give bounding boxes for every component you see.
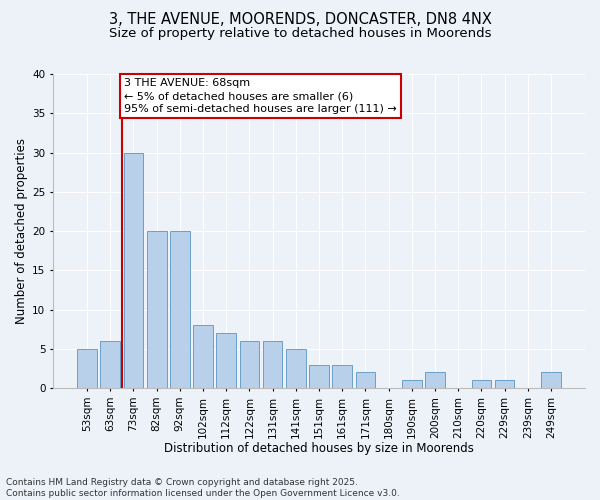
Bar <box>495 380 514 388</box>
Bar <box>309 364 329 388</box>
Bar <box>332 364 352 388</box>
X-axis label: Distribution of detached houses by size in Moorends: Distribution of detached houses by size … <box>164 442 474 455</box>
Bar <box>217 333 236 388</box>
Bar <box>239 341 259 388</box>
Bar <box>124 152 143 388</box>
Bar <box>356 372 375 388</box>
Bar <box>286 349 305 388</box>
Text: 3 THE AVENUE: 68sqm
← 5% of detached houses are smaller (6)
95% of semi-detached: 3 THE AVENUE: 68sqm ← 5% of detached hou… <box>124 78 397 114</box>
Bar <box>402 380 422 388</box>
Bar <box>147 231 167 388</box>
Text: Contains HM Land Registry data © Crown copyright and database right 2025.
Contai: Contains HM Land Registry data © Crown c… <box>6 478 400 498</box>
Bar <box>263 341 283 388</box>
Bar <box>77 349 97 388</box>
Bar <box>170 231 190 388</box>
Text: Size of property relative to detached houses in Moorends: Size of property relative to detached ho… <box>109 28 491 40</box>
Bar <box>425 372 445 388</box>
Bar <box>472 380 491 388</box>
Text: 3, THE AVENUE, MOORENDS, DONCASTER, DN8 4NX: 3, THE AVENUE, MOORENDS, DONCASTER, DN8 … <box>109 12 491 28</box>
Y-axis label: Number of detached properties: Number of detached properties <box>15 138 28 324</box>
Bar <box>193 326 213 388</box>
Bar <box>100 341 120 388</box>
Bar <box>541 372 561 388</box>
